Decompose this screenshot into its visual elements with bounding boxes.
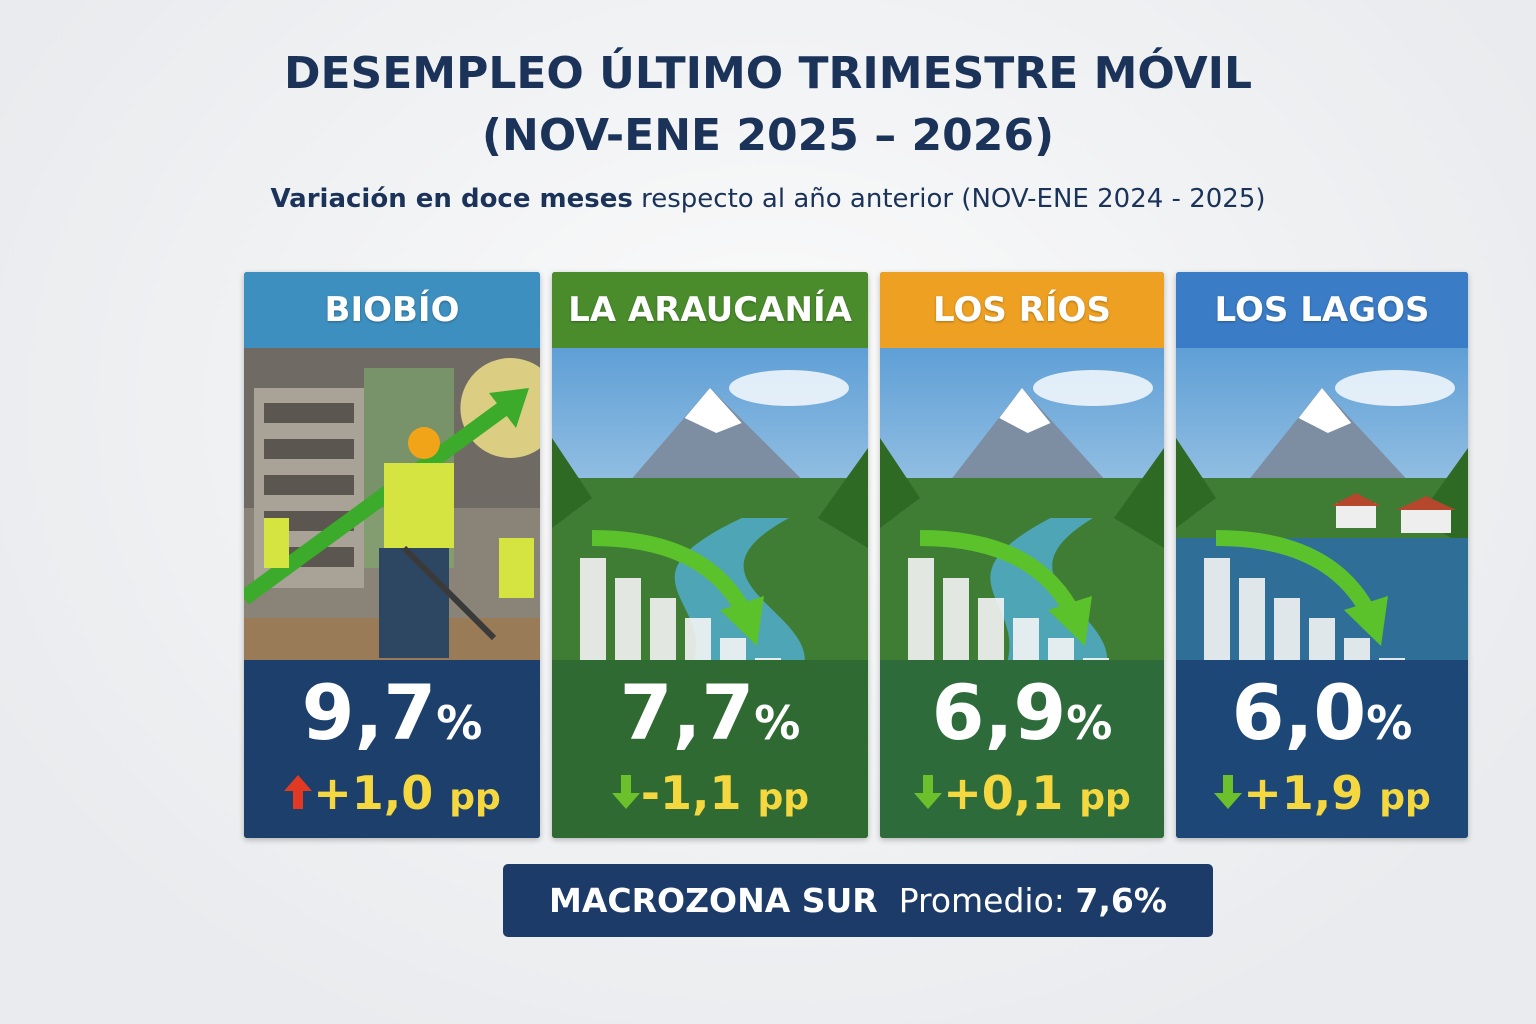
change-unit: pp (1079, 777, 1131, 818)
rate: 9,7% (244, 668, 540, 768)
rate: 6,9% (880, 668, 1164, 768)
rate-value: 6,0 (1231, 668, 1367, 757)
region-card: LOS LAGOS 6,0% +1,9 pp (1176, 272, 1468, 838)
rate-unit: % (1066, 696, 1113, 750)
change-value: -1,1 (640, 766, 742, 820)
panel: 6,9% +0,1 pp (880, 660, 1164, 838)
panel: 9,7% +1,0 pp (244, 660, 540, 838)
region-card: LA ARAUCANÍA 7,7% -1,1 pp (552, 272, 868, 838)
footer-average: 7,6% (1075, 881, 1167, 920)
change: +0,1 pp (880, 768, 1164, 823)
change: +1,9 pp (1176, 768, 1468, 823)
change-unit: pp (757, 777, 810, 818)
rate-unit: % (754, 696, 801, 750)
rate: 7,7% (552, 668, 868, 768)
rate-value: 7,7 (619, 668, 755, 757)
rate-unit: % (1366, 696, 1413, 750)
region-name: LOS LAGOS (1176, 272, 1468, 348)
footer-average-label: Promedio: (898, 881, 1065, 920)
rate-value: 6,9 (931, 668, 1067, 757)
illustration (552, 348, 868, 660)
change: +1,0 pp (244, 768, 540, 823)
footer: MACROZONA SUR Promedio: 7,6% (503, 864, 1213, 937)
illustration (1176, 348, 1468, 660)
footer-label: MACROZONA SUR (549, 881, 878, 920)
panel: 7,7% -1,1 pp (552, 660, 868, 838)
region-card: BIOBÍO 9,7% +1,0 pp (244, 272, 540, 838)
trend-arrow (611, 775, 640, 809)
title: (NOV-ENE 2025 – 2026) (481, 110, 1055, 161)
trend-arrow (1214, 775, 1243, 809)
change-unit: pp (449, 777, 501, 818)
panel: 6,0% +1,9 pp (1176, 660, 1468, 838)
change-value: +0,1 (943, 766, 1064, 820)
change-unit: pp (1379, 777, 1431, 818)
region-name: LA ARAUCANÍA (552, 272, 868, 348)
change-value: +1,9 (1243, 766, 1364, 820)
trend-arrow (914, 775, 943, 809)
change: -1,1 pp (552, 768, 868, 823)
change-value: +1,0 (313, 766, 434, 820)
region-card: LOS RÍOS 6,9% +0,1 pp (880, 272, 1164, 838)
subtitle-rest: respecto al año anterior (NOV-ENE 2024 -… (641, 184, 1266, 214)
region-name: BIOBÍO (244, 272, 540, 348)
rate-value: 9,7 (301, 668, 437, 757)
rate: 6,0% (1176, 668, 1468, 768)
region-name: LOS RÍOS (880, 272, 1164, 348)
rate-unit: % (436, 696, 483, 750)
title: DESEMPLEO ÚLTIMO TRIMESTRE MÓVIL (283, 48, 1253, 99)
illustration (880, 348, 1164, 660)
subtitle: Variación en doce meses respecto al año … (0, 184, 1536, 214)
illustration (244, 348, 540, 660)
trend-arrow (284, 775, 313, 809)
subtitle-bold: Variación en doce meses (270, 184, 633, 214)
